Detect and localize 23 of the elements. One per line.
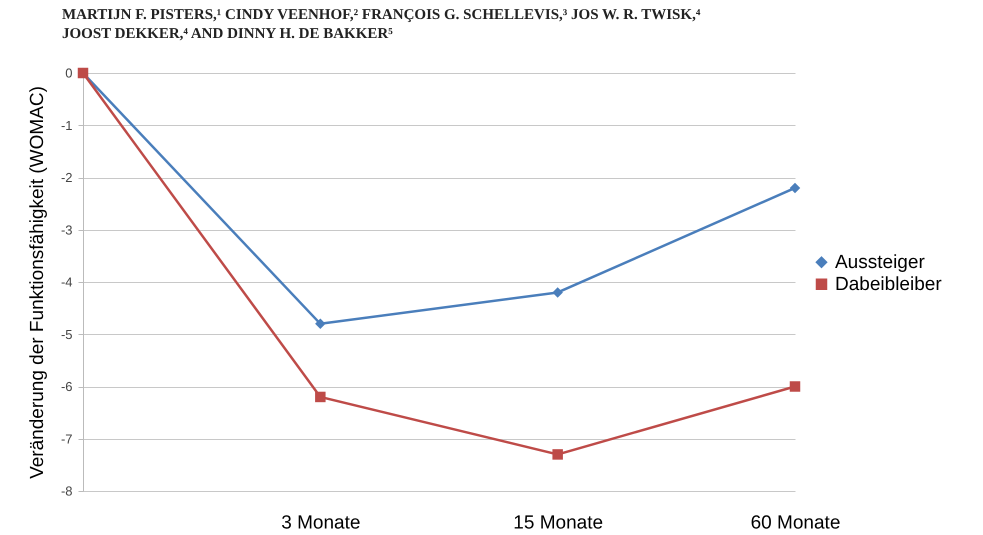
x-tick-label: 3 Monate <box>281 512 360 534</box>
x-tick-label: 15 Monate <box>513 512 604 534</box>
point <box>790 182 800 194</box>
y-axis-title: Veränderung der Funktionsfähigkeit (WOMAC) <box>26 86 48 479</box>
point <box>552 287 563 298</box>
y-tick-label: 0 <box>65 66 72 80</box>
y-tick-label: -4 <box>60 274 72 290</box>
point <box>315 318 326 330</box>
y-tick-label: -2 <box>60 170 72 185</box>
legend-label: Dabeibleiber <box>835 274 942 296</box>
y-tick-label: -8 <box>60 484 72 498</box>
point <box>552 449 563 460</box>
point <box>315 392 326 402</box>
y-tick-label: -6 <box>60 379 72 394</box>
x-tick-label: 60 Monate <box>750 512 840 534</box>
legend-label: Aussteiger <box>835 252 926 274</box>
text: MARTIJN F. PISTERS,¹ CINDY VEENHOF,² FRANÇOIS G. SCHELLEVIS,³ JOS W. R. TWISK,⁴ <box>62 7 701 23</box>
text: JOOST DEKKER,⁴ AND DINNY H. DE BAKKER⁵ <box>62 26 394 42</box>
point <box>790 381 800 392</box>
y-tick-label: -5 <box>60 326 72 342</box>
y-tick-label: -1 <box>60 118 72 133</box>
y-tick-label: -3 <box>60 222 72 238</box>
y-tick-label: -7 <box>60 431 72 446</box>
